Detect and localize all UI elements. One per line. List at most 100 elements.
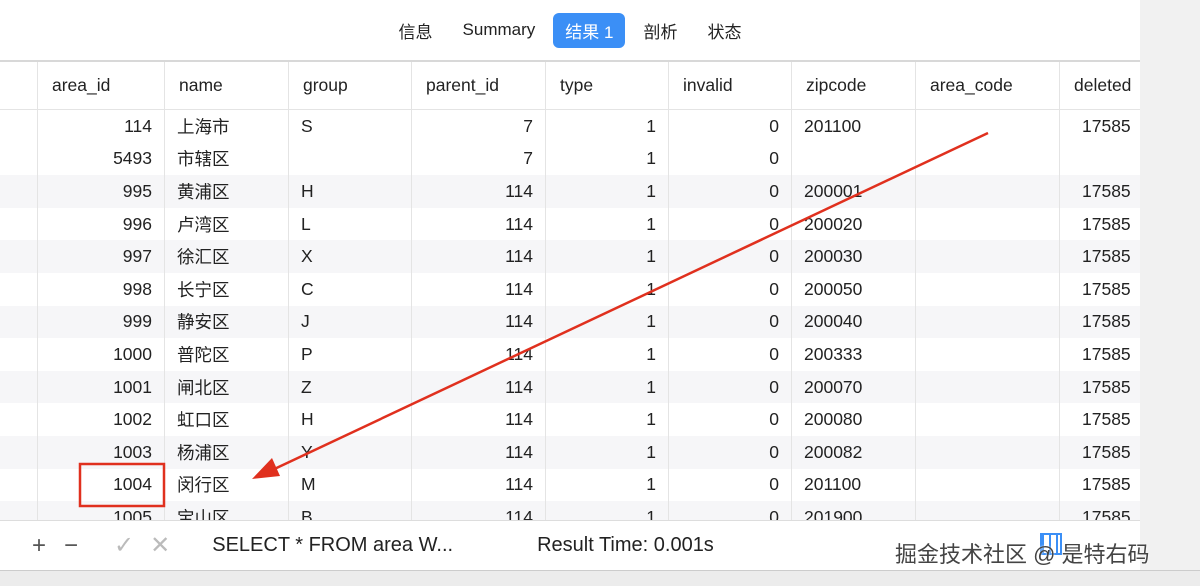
- table-row[interactable]: 998 长宁区 C 114 1 0 200050 17585: [0, 272, 1140, 306]
- cell-invalid[interactable]: 0: [669, 175, 792, 208]
- table-row[interactable]: 1003 杨浦区 Y 114 1 0 200082 17585: [0, 435, 1140, 469]
- cell-parent_id[interactable]: 114: [412, 370, 546, 404]
- tab-1[interactable]: Summary: [462, 20, 536, 39]
- cell-area_code[interactable]: [916, 370, 1060, 404]
- cell-group[interactable]: P: [289, 338, 412, 371]
- cell-name[interactable]: 卢湾区: [165, 207, 289, 241]
- cell-deleted[interactable]: 17585: [1082, 115, 1131, 136]
- apply-check-icon[interactable]: ✓: [114, 532, 135, 559]
- cell-zipcode[interactable]: 200333: [792, 338, 916, 371]
- cell-invalid[interactable]: 0: [669, 501, 792, 534]
- cell-zipcode[interactable]: 200001: [792, 175, 916, 208]
- add-row-icon[interactable]: +: [32, 531, 47, 559]
- cell-type[interactable]: 1: [546, 338, 669, 371]
- table-row[interactable]: 5493 市辖区 7 1 0: [0, 142, 1140, 176]
- cell-area_code[interactable]: [916, 468, 1060, 502]
- cell-invalid[interactable]: 0: [669, 468, 792, 502]
- cell-type[interactable]: 1: [546, 370, 669, 404]
- cell-zipcode[interactable]: 201100: [792, 468, 916, 502]
- cell-group[interactable]: H: [289, 175, 412, 208]
- column-header-area_id[interactable]: area_id: [38, 62, 165, 109]
- cell-area_code[interactable]: [916, 240, 1060, 273]
- cell-group[interactable]: Y: [289, 435, 412, 469]
- table-row[interactable]: 1001 闸北区 Z 114 1 0 200070 17585: [0, 370, 1140, 404]
- cell-type[interactable]: 1: [546, 142, 669, 176]
- column-header-parent_id[interactable]: parent_id: [412, 62, 546, 109]
- table-row[interactable]: 995 黄浦区 H 114 1 0 200001 17585: [0, 175, 1140, 208]
- cell-name[interactable]: 黄浦区: [165, 175, 289, 208]
- cell-deleted[interactable]: 17585: [1082, 441, 1131, 462]
- cell-invalid[interactable]: 0: [669, 272, 792, 306]
- cell-area_id[interactable]: 1001: [38, 370, 165, 404]
- cell-invalid[interactable]: 0: [669, 110, 792, 143]
- cell-area_id[interactable]: 996: [38, 207, 165, 241]
- cell-area_code[interactable]: [916, 142, 1060, 176]
- cell-zipcode[interactable]: 200080: [792, 403, 916, 436]
- cell-zipcode[interactable]: 200070: [792, 370, 916, 404]
- cell-deleted[interactable]: 17585: [1082, 474, 1131, 495]
- cell-type[interactable]: 1: [546, 110, 669, 143]
- tab-3[interactable]: 剖析: [643, 22, 678, 42]
- cell-parent_id[interactable]: 7: [412, 142, 546, 176]
- discard-x-icon[interactable]: ✕: [150, 532, 171, 559]
- table-row[interactable]: 1000普陀区P1141020033317585: [0, 338, 1140, 371]
- cell-group[interactable]: C: [289, 272, 412, 306]
- cell-deleted[interactable]: 17585: [1082, 278, 1131, 299]
- column-header-type[interactable]: type: [546, 62, 669, 109]
- column-header-name[interactable]: name: [165, 62, 289, 109]
- grid-view-icon[interactable]: [1040, 533, 1062, 555]
- cell-area_code[interactable]: [916, 175, 1060, 208]
- cell-parent_id[interactable]: 7: [412, 110, 546, 143]
- cell-invalid[interactable]: 0: [669, 240, 792, 273]
- cell-area_code[interactable]: [916, 435, 1060, 469]
- cell-area_id[interactable]: 997: [38, 240, 165, 273]
- cell-parent_id[interactable]: 114: [412, 175, 546, 208]
- delete-row-icon[interactable]: −: [64, 531, 79, 559]
- cell-invalid[interactable]: 0: [669, 370, 792, 404]
- cell-invalid[interactable]: 0: [669, 338, 792, 371]
- cell-zipcode[interactable]: 200050: [792, 272, 916, 306]
- cell-parent_id[interactable]: 114: [412, 240, 546, 273]
- cell-name[interactable]: 杨浦区: [165, 435, 289, 469]
- tab-2[interactable]: 结果 1: [553, 12, 626, 48]
- cell-name[interactable]: 虹口区: [165, 403, 289, 436]
- tab-0[interactable]: 信息: [398, 22, 433, 42]
- cell-area_id[interactable]: 999: [38, 305, 165, 339]
- cell-area_code[interactable]: [916, 272, 1060, 306]
- cell-deleted[interactable]: 17585: [1082, 213, 1131, 234]
- cell-group[interactable]: J: [289, 305, 412, 339]
- table-row[interactable]: 1002 虹口区 H 114 1 0 200080 17585: [0, 403, 1140, 436]
- cell-area_code[interactable]: [916, 110, 1060, 143]
- cell-invalid[interactable]: 0: [669, 403, 792, 436]
- cell-type[interactable]: 1: [546, 435, 669, 469]
- cell-name[interactable]: 静安区: [165, 305, 289, 339]
- table-row[interactable]: 999 静安区 J 114 1 0 200040 17585: [0, 305, 1140, 339]
- cell-group[interactable]: L: [289, 207, 412, 241]
- cell-type[interactable]: 1: [546, 175, 669, 208]
- table-row[interactable]: 997 徐汇区 X 114 1 0 200030 17585: [0, 240, 1140, 273]
- tab-4[interactable]: 状态: [707, 22, 742, 42]
- cell-zipcode[interactable]: 200040: [792, 305, 916, 339]
- cell-deleted[interactable]: 17585: [1082, 246, 1131, 267]
- cell-area_id[interactable]: 1003: [38, 435, 165, 469]
- table-row[interactable]: 996 卢湾区 L 114 1 0 200020 17585: [0, 207, 1140, 241]
- cell-zipcode[interactable]: 200082: [792, 435, 916, 469]
- cell-invalid[interactable]: 0: [669, 305, 792, 339]
- cell-group[interactable]: B: [289, 501, 412, 534]
- cell-parent_id[interactable]: 114: [412, 435, 546, 469]
- cell-area_code[interactable]: [916, 305, 1060, 339]
- cell-parent_id[interactable]: 114: [412, 272, 546, 306]
- cell-deleted[interactable]: 17585: [1082, 376, 1131, 397]
- cell-deleted[interactable]: 17585: [1082, 409, 1131, 430]
- cell-area_code[interactable]: [916, 207, 1060, 241]
- cell-name[interactable]: 长宁区: [165, 272, 289, 306]
- cell-name[interactable]: 市辖区: [165, 142, 289, 176]
- cell-invalid[interactable]: 0: [669, 207, 792, 241]
- cell-area_id[interactable]: 995: [38, 175, 165, 208]
- cell-parent_id[interactable]: 114: [412, 468, 546, 502]
- cell-area_id[interactable]: 998: [38, 272, 165, 306]
- column-header-area_code[interactable]: area_code: [916, 62, 1060, 109]
- cell-group[interactable]: [289, 142, 412, 176]
- cell-type[interactable]: 1: [546, 207, 669, 241]
- cell-deleted[interactable]: 17585: [1082, 311, 1131, 332]
